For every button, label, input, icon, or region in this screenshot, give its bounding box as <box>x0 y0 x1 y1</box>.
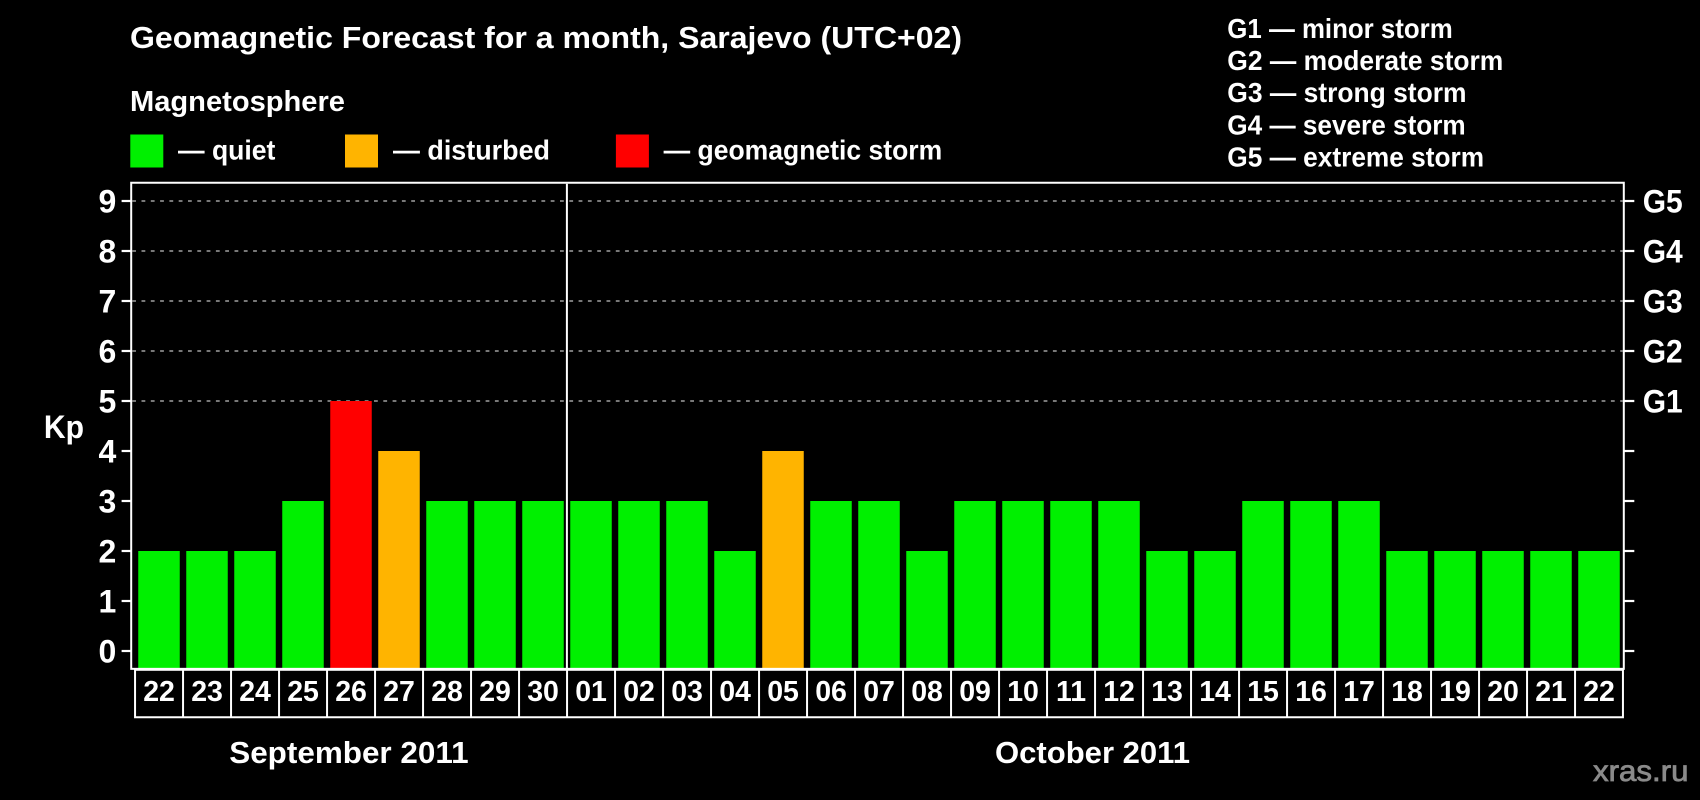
svg-text:08: 08 <box>911 676 943 708</box>
svg-text:07: 07 <box>863 676 895 708</box>
svg-text:05: 05 <box>767 676 799 708</box>
svg-text:27: 27 <box>383 676 415 708</box>
svg-text:12: 12 <box>1103 676 1135 708</box>
svg-text:22: 22 <box>1583 676 1615 708</box>
svg-text:xras.ru: xras.ru <box>1593 755 1689 788</box>
svg-text:26: 26 <box>335 676 367 708</box>
svg-text:G4: G4 <box>1643 234 1683 270</box>
svg-text:29: 29 <box>479 676 511 708</box>
svg-text:15: 15 <box>1247 676 1279 708</box>
svg-text:28: 28 <box>431 676 463 708</box>
svg-text:Kp: Kp <box>44 409 84 445</box>
svg-text:20: 20 <box>1487 676 1519 708</box>
svg-text:22: 22 <box>143 676 175 708</box>
svg-text:1: 1 <box>99 584 117 620</box>
svg-text:G1: G1 <box>1643 384 1683 420</box>
svg-text:10: 10 <box>1007 676 1039 708</box>
svg-text:— quiet: — quiet <box>178 135 275 166</box>
svg-text:04: 04 <box>719 676 751 708</box>
svg-text:30: 30 <box>527 676 559 708</box>
svg-text:06: 06 <box>815 676 847 708</box>
svg-text:6: 6 <box>99 334 117 370</box>
svg-text:7: 7 <box>99 284 117 320</box>
svg-text:17: 17 <box>1343 676 1375 708</box>
svg-text:G2 — moderate storm: G2 — moderate storm <box>1227 45 1503 76</box>
svg-text:02: 02 <box>623 676 655 708</box>
svg-text:G5: G5 <box>1643 184 1683 220</box>
svg-text:25: 25 <box>287 676 319 708</box>
svg-text:0: 0 <box>99 634 117 670</box>
svg-text:Magnetosphere: Magnetosphere <box>130 86 345 118</box>
svg-text:September 2011: September 2011 <box>229 735 468 770</box>
svg-text:G3 — strong storm: G3 — strong storm <box>1227 77 1466 108</box>
svg-text:8: 8 <box>99 234 117 270</box>
svg-text:23: 23 <box>191 676 223 708</box>
svg-text:09: 09 <box>959 676 991 708</box>
svg-text:21: 21 <box>1535 676 1567 708</box>
svg-text:18: 18 <box>1391 676 1423 708</box>
svg-text:G5 — extreme storm: G5 — extreme storm <box>1227 142 1484 173</box>
svg-text:13: 13 <box>1151 676 1183 708</box>
svg-text:9: 9 <box>99 184 117 220</box>
svg-text:19: 19 <box>1439 676 1471 708</box>
svg-text:14: 14 <box>1199 676 1231 708</box>
svg-text:— disturbed: — disturbed <box>393 135 550 166</box>
svg-text:G4 — severe storm: G4 — severe storm <box>1227 109 1465 140</box>
svg-text:2: 2 <box>99 534 117 570</box>
svg-text:5: 5 <box>99 384 117 420</box>
svg-text:G3: G3 <box>1643 284 1683 320</box>
svg-text:24: 24 <box>239 676 271 708</box>
svg-text:4: 4 <box>99 434 117 470</box>
svg-text:October 2011: October 2011 <box>995 735 1190 770</box>
svg-text:03: 03 <box>671 676 703 708</box>
svg-text:G2: G2 <box>1643 334 1683 370</box>
svg-text:— geomagnetic storm: — geomagnetic storm <box>664 135 943 166</box>
svg-text:Geomagnetic Forecast for a mon: Geomagnetic Forecast for a month, Saraje… <box>130 20 962 55</box>
svg-text:3: 3 <box>99 484 117 520</box>
svg-text:G1 — minor storm: G1 — minor storm <box>1227 13 1452 44</box>
svg-text:01: 01 <box>575 676 607 708</box>
svg-text:11: 11 <box>1056 676 1086 708</box>
svg-text:16: 16 <box>1295 676 1327 708</box>
